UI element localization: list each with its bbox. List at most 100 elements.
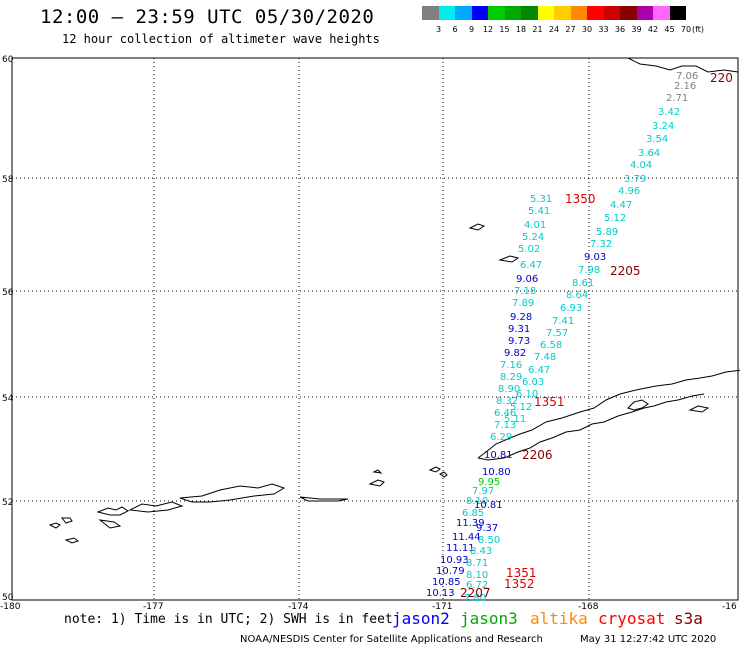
wave-height-label: 8.71	[466, 558, 488, 569]
wave-height-label: 5.41	[528, 206, 550, 217]
colorbar-swatch	[653, 6, 670, 20]
pass-time-label: 1352	[504, 577, 535, 591]
wave-height-label: 6.58	[540, 340, 562, 351]
colorbar-swatch	[504, 6, 521, 20]
colorbar-swatch	[455, 6, 472, 20]
colorbar-label: 36	[614, 25, 626, 34]
wave-height-label: 5.12	[510, 402, 532, 413]
latitude-gridlines	[12, 177, 738, 502]
wave-height-label: 6.29	[490, 432, 512, 443]
wave-height-label: 7.13	[494, 420, 516, 431]
wave-height-label: 7.32	[590, 239, 612, 250]
credit-line: NOAA/NESDIS Center for Satellite Applica…	[240, 634, 543, 645]
colorbar-label: 27	[565, 25, 576, 34]
wave-height-label: 3.64	[638, 148, 660, 159]
legend-jason3: jason3	[460, 609, 518, 628]
wave-height-label: 8.10	[466, 570, 488, 581]
wave-height-label: 9.31	[508, 324, 530, 335]
wave-height-label: 6.72	[466, 580, 488, 591]
colorbar-label: 12	[482, 25, 494, 34]
colorbar-label: 9	[468, 25, 475, 34]
wave-height-label: 7.98	[578, 265, 600, 276]
colorbar-label: 15	[499, 25, 510, 34]
wave-height-label: 4.47	[610, 200, 632, 211]
colorbar-swatch	[554, 6, 571, 20]
legend-jason2: jason2	[392, 609, 450, 628]
colorbar-label: 45	[664, 25, 675, 34]
wave-height-label: 5.89	[596, 227, 618, 238]
colorbar-swatch	[620, 6, 637, 20]
wave-height-label: 5.31	[530, 194, 552, 205]
wave-height-label: 9.95	[478, 477, 500, 488]
pass-time-label: 220	[710, 71, 733, 85]
wave-height-label: 8.64	[566, 290, 588, 301]
pass-time-label: 2205	[610, 264, 641, 278]
wave-height-label: 6.47	[528, 365, 550, 376]
latitude-tick-labels: 60 58 56 54 52 50	[2, 55, 14, 603]
colorbar-label: 18	[515, 25, 527, 34]
colorbar-swatch	[488, 6, 505, 20]
wave-height-label: 2.71	[666, 93, 688, 104]
legend-s3a: s3a	[674, 609, 703, 628]
wave-height-label: 7.89	[512, 298, 534, 309]
lat-tick-58: 58	[2, 175, 14, 185]
altimeter-track: 7.062.162.71 3.42 3.24 3.54 3.644.04 3.794.96…	[0, 0, 698, 604]
wave-height-label: 5.02	[518, 244, 540, 255]
colorbar-swatch	[471, 6, 488, 20]
wave-height-label: 7.57	[546, 328, 568, 339]
wave-height-label: 6.10	[516, 389, 538, 400]
lon-tick-16: -16	[722, 602, 737, 610]
colorbar-label: 3	[435, 25, 442, 34]
coastlines	[48, 57, 740, 544]
wave-height-label: 10.85	[432, 577, 461, 588]
lon-tick-180: -180	[0, 602, 21, 610]
legend-cryosat: cryosat	[598, 609, 666, 628]
wave-height-label: 3.79	[624, 174, 646, 185]
colorbar-swatch	[603, 6, 620, 20]
wave-height-label: 4.96	[618, 186, 640, 197]
wave-height-label: 6.46	[494, 408, 516, 419]
wave-height-label: 10.79	[436, 566, 465, 577]
lon-tick-174: -174	[288, 602, 309, 610]
wave-height-label: 7.18	[514, 286, 536, 297]
wave-height-label: 4.04	[630, 160, 652, 171]
wave-height-label: 8.98	[0, 0, 22, 3]
map-title: 12:00 — 23:59 UTC 05/30/2020	[40, 6, 375, 28]
wave-height-label: 6.85	[462, 508, 484, 519]
wave-height-label: 9.03	[584, 252, 606, 263]
wave-height-label: 7.41	[552, 316, 574, 327]
wave-height-label: 5.12	[604, 213, 626, 224]
colorbar-swatch	[669, 6, 686, 20]
map-frame	[11, 57, 739, 601]
colorbar-label: 30	[581, 25, 593, 34]
wave-height-label: 10.93	[440, 555, 469, 566]
colorbar-label: 70	[680, 25, 692, 34]
lat-tick-52: 52	[2, 498, 13, 508]
colorbar-label: 39	[631, 25, 642, 34]
wave-height-label: 11.11	[446, 543, 475, 554]
longitude-tick-labels: -180 -177 -174 -171 -168 -16	[0, 602, 737, 610]
colorbar-label: 42	[647, 25, 659, 34]
colorbar-swatch	[521, 6, 538, 20]
wave-height-map: 60 58 56 54 52 50 -180 -177 -174 -171 -1…	[0, 0, 740, 610]
pass-time-label: 1351	[506, 566, 537, 580]
wave-height-label: 10.81	[484, 450, 513, 461]
wave-height-label: 8.61	[572, 278, 594, 289]
wave-height-label: 10.13	[426, 588, 455, 599]
colorbar-swatch	[422, 6, 439, 20]
wave-height-label: 3.54	[646, 134, 668, 145]
wave-height-label: 10.81	[474, 500, 503, 511]
colorbar-swatch	[537, 6, 554, 20]
wave-height-label: 6.47	[520, 260, 542, 271]
colorbar-label: 6	[452, 25, 458, 34]
pass-time-label: 2206	[522, 448, 553, 462]
wave-height-label: 7.16	[500, 360, 522, 371]
footer-note: note: 1) Time is in UTC; 2) SWH is in fe…	[64, 612, 393, 627]
wave-height-label: 6.93	[560, 303, 582, 314]
colorbar-label: 21	[532, 25, 543, 34]
colorbar-swatch	[570, 6, 587, 20]
wave-height-label: 10.80	[482, 467, 511, 478]
lat-tick-60: 60	[2, 55, 14, 65]
wave-height-label: 9.73	[508, 336, 530, 347]
